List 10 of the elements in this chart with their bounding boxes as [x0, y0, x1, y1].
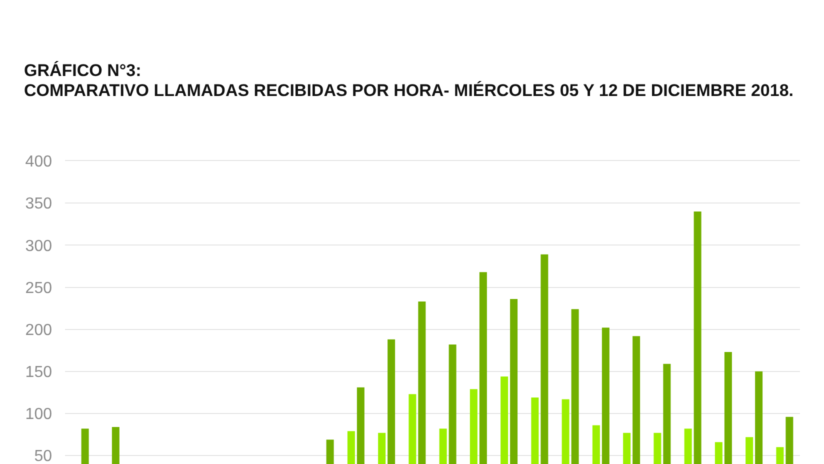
chart-subtitle: COMPARATIVO LLAMADAS RECIBIDAS POR HORA- MIÉRCOLES 05 Y 12 DE DICIEMBRE 2018. [24, 80, 794, 100]
y-tick-label: 50 [34, 448, 52, 464]
y-tick-label: 150 [25, 364, 52, 382]
y-tick-label: 100 [25, 406, 52, 424]
y-tick-label: 300 [25, 238, 52, 255]
y-tick-label: 350 [25, 196, 52, 213]
y-tick-label: 250 [25, 280, 52, 297]
y-tick-label: 400 [25, 154, 52, 171]
chart-title: GRÁFICO N°3: [24, 60, 142, 80]
y-tick-label: 200 [25, 322, 52, 339]
